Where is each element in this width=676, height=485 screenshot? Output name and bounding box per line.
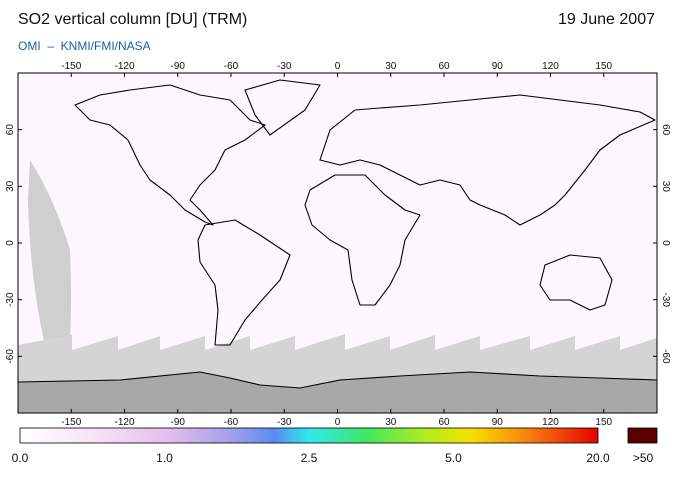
lon-tick-label: 90 xyxy=(492,417,504,428)
lat-tick-label: 0 xyxy=(5,240,16,246)
date: 19 June 2007 xyxy=(558,11,655,28)
lon-tick-label: 60 xyxy=(438,417,450,428)
lon-tick-label: -120 xyxy=(114,61,134,72)
colorbar-label: 1.0 xyxy=(156,451,173,465)
colorbar-over xyxy=(627,427,658,444)
lon-tick-label: -150 xyxy=(61,417,81,428)
colorbar-over-label: >50 xyxy=(633,451,654,465)
lon-tick-label: 0 xyxy=(335,61,341,72)
lon-tick-label: 150 xyxy=(595,61,612,72)
lon-tick-label: 90 xyxy=(492,61,504,72)
north-america xyxy=(74,84,266,226)
lon-tick-label: -60 xyxy=(224,417,239,428)
lon-tick-label: -90 xyxy=(171,417,186,428)
lat-tick-label: 60 xyxy=(660,124,671,136)
lat-tick-label: -30 xyxy=(660,292,671,307)
coastlines xyxy=(18,79,657,389)
africa xyxy=(304,174,421,306)
colorbar-label: 20.0 xyxy=(586,451,610,465)
lon-tick-label: -120 xyxy=(114,417,134,428)
lat-tick-label: -30 xyxy=(5,292,16,307)
lon-tick-label: 120 xyxy=(542,61,559,72)
lon-tick-label: 30 xyxy=(385,417,397,428)
subtitle: OMI – KNMI/FMI/NASA xyxy=(18,39,151,53)
lat-tick-label: 30 xyxy=(660,181,671,193)
lat-tick-label: 30 xyxy=(5,180,16,192)
lon-tick-label: -30 xyxy=(277,61,292,72)
colorbar-label: 5.0 xyxy=(445,451,462,465)
lat-tick-label: 60 xyxy=(5,124,16,136)
lon-tick-label: -90 xyxy=(171,61,186,72)
lon-tick-label: 30 xyxy=(385,61,397,72)
lon-tick-label: 60 xyxy=(438,61,450,72)
lon-tick-label: -60 xyxy=(224,61,239,72)
lat-tick-label: -60 xyxy=(5,349,16,364)
lat-tick-label: -60 xyxy=(660,349,671,364)
lon-tick-label: -30 xyxy=(277,417,292,428)
eurasia xyxy=(319,94,656,226)
title: SO2 vertical column [DU] (TRM) xyxy=(18,11,247,28)
australia xyxy=(539,254,613,311)
colorbar-label: 2.5 xyxy=(301,451,318,465)
antarctica-coast xyxy=(18,371,657,389)
south-america xyxy=(197,219,291,346)
map xyxy=(18,73,657,413)
lon-tick-label: 120 xyxy=(542,417,559,428)
lon-tick-label: 0 xyxy=(335,417,341,428)
lat-tick-label: 0 xyxy=(660,240,671,246)
colorbar xyxy=(19,427,599,444)
greenland xyxy=(244,79,321,136)
colorbar-label: 0.0 xyxy=(12,451,29,465)
antarctica xyxy=(18,372,657,413)
lon-tick-label: -150 xyxy=(61,61,81,72)
no-data-swath xyxy=(28,160,71,345)
lon-tick-label: 150 xyxy=(595,417,612,428)
